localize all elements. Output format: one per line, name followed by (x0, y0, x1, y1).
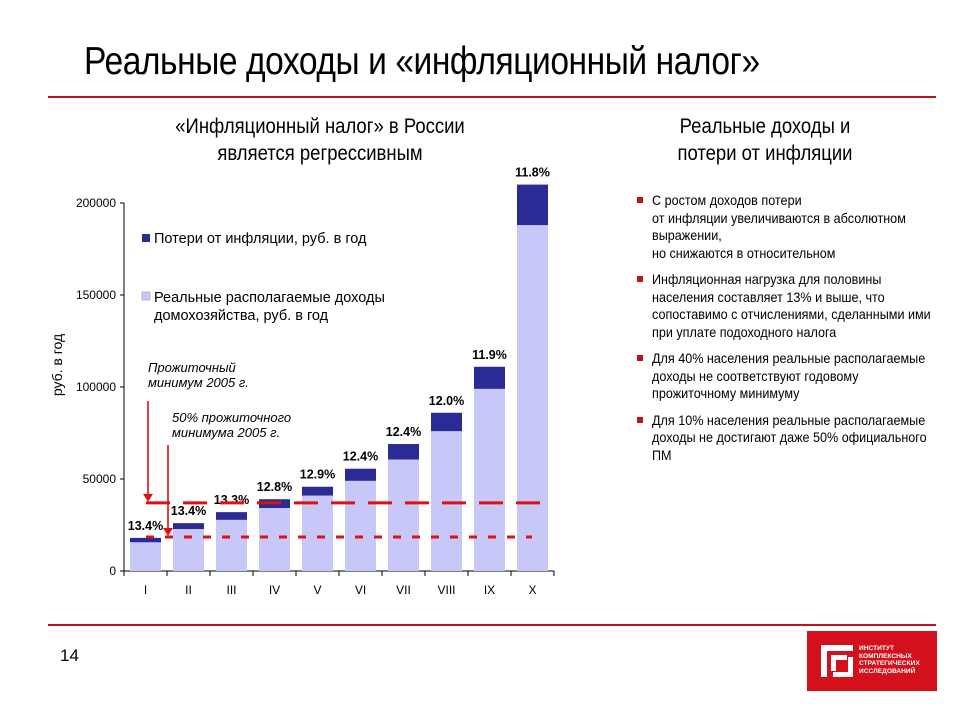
bar-real-income (431, 431, 462, 571)
y-tick-label: 0 (109, 564, 116, 578)
x-tick-label: II (185, 583, 192, 597)
x-tick-label: VII (396, 583, 411, 597)
title-divider (48, 96, 936, 98)
arrow-head-icon (143, 493, 153, 502)
bar-data-label: 12.4% (386, 425, 421, 439)
bar-inflation-loss (388, 444, 419, 460)
x-tick-label: X (528, 583, 536, 597)
page-title: Реальные доходы и «инфляционный налог» (84, 40, 760, 83)
bar-inflation-loss (345, 468, 376, 481)
legend-swatch-losses (142, 234, 150, 242)
panel-heading-line-2: потери от инфляции (677, 142, 853, 165)
institute-logo-mark (821, 645, 853, 677)
bar-data-label: 13.4% (128, 519, 163, 533)
x-tick-label: III (226, 583, 236, 597)
finding-text: Для 10% населения реальные располагаемые… (652, 411, 927, 463)
bar-data-label: 12.8% (257, 480, 292, 494)
chart-heading-line-1: «Инфляционный налог» в России (175, 115, 465, 138)
x-tick-label: IV (269, 583, 280, 597)
legend-swatch-real-income (141, 291, 151, 301)
institute-logo: ИНСТИТУТ КОМПЛЕКСНЫХ СТРАТЕГИЧЕСКИХ ИССЛ… (807, 631, 937, 691)
bar-data-label: 13.4% (171, 504, 206, 518)
bar-inflation-loss (130, 537, 161, 543)
x-tick-label: I (144, 583, 147, 597)
finding-text: Для 40% населения реальные располагаемые… (652, 350, 926, 401)
x-tick-label: VI (355, 583, 366, 597)
bar-data-label: 12.0% (429, 394, 464, 408)
page-number: 14 (60, 646, 79, 665)
panel-heading: Реальные доходы и потери от инфляции (620, 113, 910, 167)
finding-item: Инфляционная нагрузка для половины насел… (636, 271, 936, 341)
subsistence-minimum-label: Прожиточный минимум 2005 г. (148, 360, 249, 390)
bar-real-income (517, 225, 548, 571)
bar-inflation-loss (474, 366, 505, 389)
x-tick-label: IX (484, 583, 495, 597)
bar-real-income (388, 459, 419, 571)
bar-data-label: 11.8% (515, 166, 550, 180)
finding-item: Для 10% населения реальные располагаемые… (636, 412, 936, 465)
bar-inflation-loss (173, 523, 204, 530)
bar-data-label: 13.3% (214, 493, 249, 507)
footer-divider (48, 624, 936, 626)
bar-real-income (130, 542, 161, 571)
bar-data-label: 12.4% (343, 450, 378, 464)
chart-heading-line-2: является регрессивным (217, 142, 423, 165)
bar-real-income (474, 388, 505, 571)
panel-heading-line-1: Реальные доходы и (679, 115, 851, 138)
bar-real-income (216, 519, 247, 571)
y-tick-label: 200000 (76, 196, 116, 210)
institute-logo-text: ИНСТИТУТ КОМПЛЕКСНЫХ СТРАТЕГИЧЕСКИХ ИССЛ… (859, 645, 920, 675)
bar-inflation-loss (517, 184, 548, 226)
finding-item: С ростом доходов потери от инфляции увел… (636, 192, 936, 262)
bar-inflation-loss (216, 512, 247, 520)
bar-data-label: 11.9% (472, 348, 507, 362)
legend-label-real-income: Реальные располагаемые доходы домохозяйст… (154, 290, 385, 324)
finding-text: С ростом доходов потери от инфляции увел… (652, 192, 906, 261)
finding-item: Для 40% населения реальные располагаемые… (636, 350, 936, 403)
chart-heading: «Инфляционный налог» в России является р… (120, 113, 520, 167)
half-subsistence-minimum-label: 50% прожиточного минимума 2005 г. (172, 410, 291, 440)
x-tick-label: V (313, 583, 321, 597)
findings-list: С ростом доходов потери от инфляции увел… (636, 192, 936, 473)
y-tick-label: 100000 (76, 380, 116, 394)
bar-inflation-loss (431, 412, 462, 432)
y-tick-label: 150000 (76, 288, 116, 302)
bar-real-income (345, 480, 376, 571)
y-axis-title: руб. в год (49, 334, 65, 396)
legend-label-losses: Потери от инфляции, руб. в год (154, 231, 367, 247)
finding-text: Инфляционная нагрузка для половины насел… (652, 271, 931, 340)
arrow-head-icon (163, 527, 173, 536)
bar-data-label: 12.9% (300, 468, 335, 482)
y-tick-label: 50000 (83, 472, 117, 486)
bar-real-income (259, 508, 290, 571)
x-tick-label: VIII (437, 583, 455, 597)
bar-real-income (173, 529, 204, 571)
bar-real-income (302, 495, 333, 571)
bar-inflation-loss (302, 486, 333, 496)
